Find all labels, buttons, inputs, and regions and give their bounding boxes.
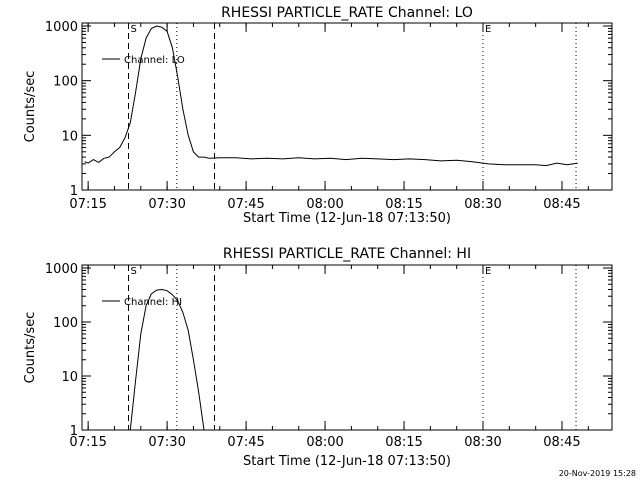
x-tick-label: 08:30 [464, 435, 501, 450]
legend-label: Channel: LO [124, 55, 185, 66]
y-tick-label: 1 [70, 184, 78, 199]
plot-frame [81, 264, 613, 431]
marker-label: E [485, 266, 491, 277]
plot-frame [81, 22, 613, 191]
y-tick-label: 100 [53, 316, 78, 331]
y-tick-label: 100 [53, 75, 78, 90]
x-tick-label: 08:45 [543, 197, 580, 212]
x-tick-label: 07:15 [69, 435, 106, 450]
chart-title: RHESSI PARTICLE_RATE Channel: HI [223, 246, 471, 262]
y-tick-label: 1 [70, 424, 78, 439]
x-tick-label: 07:45 [227, 197, 264, 212]
x-tick-label: 08:15 [385, 197, 422, 212]
series-line [84, 25, 578, 167]
legend-label: Channel: HI [124, 297, 182, 308]
x-tick-label: 08:15 [385, 435, 422, 450]
y-tick-label: 10 [61, 370, 78, 385]
panel-lo: RHESSI PARTICLE_RATE Channel: LO 1 10 100 10… [23, 5, 613, 226]
chart-title: RHESSI PARTICLE_RATE Channel: LO [221, 5, 473, 21]
x-tick-label: 08:45 [543, 435, 580, 450]
x-tick-label: 07:30 [148, 435, 185, 450]
marker-label: S [131, 24, 137, 35]
y-tick-label: 1000 [45, 262, 78, 277]
y-tick-label: 1000 [45, 20, 78, 35]
y-axis-label: Counts/sec [23, 71, 38, 143]
x-tick-label: 07:15 [69, 197, 106, 212]
x-tick-label: 08:00 [306, 197, 343, 212]
footer-timestamp: 20-Nov-2019 15:28 [559, 469, 636, 478]
marker-label: E [485, 24, 491, 35]
x-tick-label: 08:30 [464, 197, 501, 212]
x-tick-label: 07:45 [227, 435, 264, 450]
y-axis-label: Counts/sec [23, 312, 38, 384]
series-line [129, 288, 205, 430]
y-tick-label: 10 [61, 129, 78, 144]
x-axis-label: Start Time (12-Jun-18 07:13:50) [243, 211, 451, 226]
x-axis-label: Start Time (12-Jun-18 07:13:50) [243, 454, 451, 469]
marker-label: S [131, 266, 137, 277]
x-tick-label: 08:00 [306, 435, 343, 450]
panel-hi: RHESSI PARTICLE_RATE Channel: HI 1 10 100 10… [23, 246, 613, 469]
x-tick-label: 07:30 [148, 197, 185, 212]
